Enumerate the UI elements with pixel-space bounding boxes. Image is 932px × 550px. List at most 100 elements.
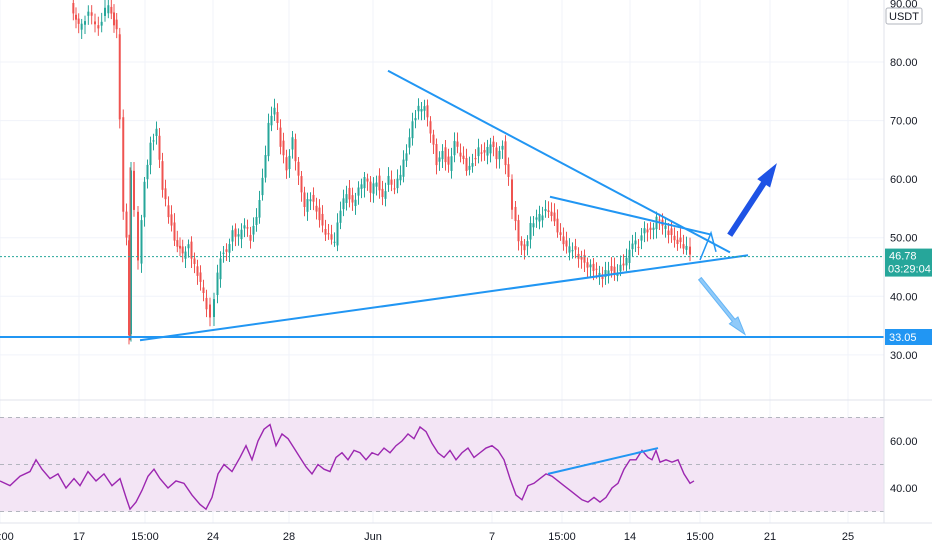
candle-body xyxy=(414,118,417,121)
candle-body xyxy=(118,34,121,120)
x-tick-label: 15:00 xyxy=(131,531,159,543)
x-tick-label: 14 xyxy=(624,531,636,543)
candle-body xyxy=(140,220,143,264)
candle-body xyxy=(354,199,357,207)
candle-body xyxy=(387,175,390,185)
candle-body xyxy=(420,108,423,112)
candle-body xyxy=(193,258,196,264)
candle-body xyxy=(658,219,661,221)
candle-body xyxy=(682,244,685,249)
candle-body xyxy=(486,146,489,156)
candle-body xyxy=(339,210,342,223)
candle-body xyxy=(321,213,324,226)
candle-body xyxy=(87,11,90,16)
candle-body xyxy=(619,264,622,272)
rsi-line xyxy=(0,423,695,511)
candle-body xyxy=(471,163,474,167)
candle-body xyxy=(273,107,276,115)
candle-body xyxy=(462,155,465,159)
candle-body xyxy=(595,268,598,270)
candle-body xyxy=(489,144,492,154)
candle-body xyxy=(297,161,300,176)
y-tick-label: 70.00 xyxy=(890,116,918,128)
candle-body xyxy=(580,256,583,260)
candle-body xyxy=(303,192,306,207)
candle-body xyxy=(390,179,393,185)
candle-body xyxy=(571,250,574,252)
candle-body xyxy=(342,198,345,210)
trendline-group xyxy=(0,69,884,342)
candle-body xyxy=(187,244,190,249)
rsi-divergence-line xyxy=(547,447,659,475)
candle-body xyxy=(411,121,414,139)
candle-body xyxy=(170,214,173,226)
candle-body xyxy=(396,178,399,189)
last-price-label: 46.78 xyxy=(889,251,917,263)
candle-body xyxy=(90,12,93,16)
y-tick-label: 80.00 xyxy=(890,57,918,69)
candle-body xyxy=(640,235,643,241)
rsi-line-group xyxy=(0,423,695,511)
candle-body xyxy=(336,222,339,246)
candle-body xyxy=(664,225,667,229)
trendline xyxy=(139,254,749,342)
candle-body xyxy=(181,246,184,254)
y-tick-label-top: 90.00 xyxy=(890,0,918,10)
x-tick-label: 21 xyxy=(764,531,776,543)
candle-body xyxy=(381,188,384,198)
candle-body xyxy=(553,212,556,222)
candle-body xyxy=(149,142,152,166)
candle-body xyxy=(465,158,468,171)
candle-body xyxy=(405,153,408,161)
candle-body xyxy=(222,252,225,254)
candle-body xyxy=(483,150,486,153)
candle-body xyxy=(610,266,613,271)
axes xyxy=(0,0,932,524)
candle-body xyxy=(94,21,96,25)
candle-body xyxy=(670,228,673,235)
candle-body xyxy=(559,232,562,235)
candle-body xyxy=(622,263,625,266)
candle-body xyxy=(459,152,462,157)
candle-body xyxy=(312,194,315,202)
candle-body xyxy=(255,216,258,225)
candle-body xyxy=(616,273,619,276)
candle-body xyxy=(72,2,75,14)
candle-body xyxy=(673,235,676,241)
candle-body xyxy=(243,225,246,229)
countdown-label: 03:29:04 xyxy=(888,264,931,276)
candle-body xyxy=(122,117,125,212)
candle-body xyxy=(130,170,132,335)
candle-body xyxy=(583,254,586,263)
candle-body xyxy=(176,240,179,247)
candle-body xyxy=(372,183,375,194)
candle-body xyxy=(228,244,231,253)
candle-body xyxy=(133,170,135,210)
candle-body xyxy=(137,211,139,261)
candle-body xyxy=(348,187,351,200)
x-tick-label: 24 xyxy=(207,531,219,543)
candle-body xyxy=(601,274,604,280)
candle-body xyxy=(655,216,658,230)
candle-body xyxy=(179,245,181,249)
candle-body xyxy=(441,150,444,160)
candle-body xyxy=(282,140,285,156)
candle-body xyxy=(685,245,688,250)
candle-body xyxy=(480,152,483,154)
candle-body xyxy=(216,272,219,296)
candle-body xyxy=(158,135,161,160)
candle-body xyxy=(568,246,571,253)
candle-body xyxy=(288,155,291,170)
candle-body xyxy=(360,184,363,189)
candle-body xyxy=(267,122,270,157)
candle-body xyxy=(501,145,504,150)
candle-body xyxy=(100,21,103,26)
candle-body xyxy=(378,175,381,191)
x-tick-label: 15:00 xyxy=(0,531,14,543)
candle-body xyxy=(450,156,453,171)
x-tick-label: 15:00 xyxy=(548,531,576,543)
candle-body xyxy=(517,220,520,242)
candle-body xyxy=(345,194,348,203)
